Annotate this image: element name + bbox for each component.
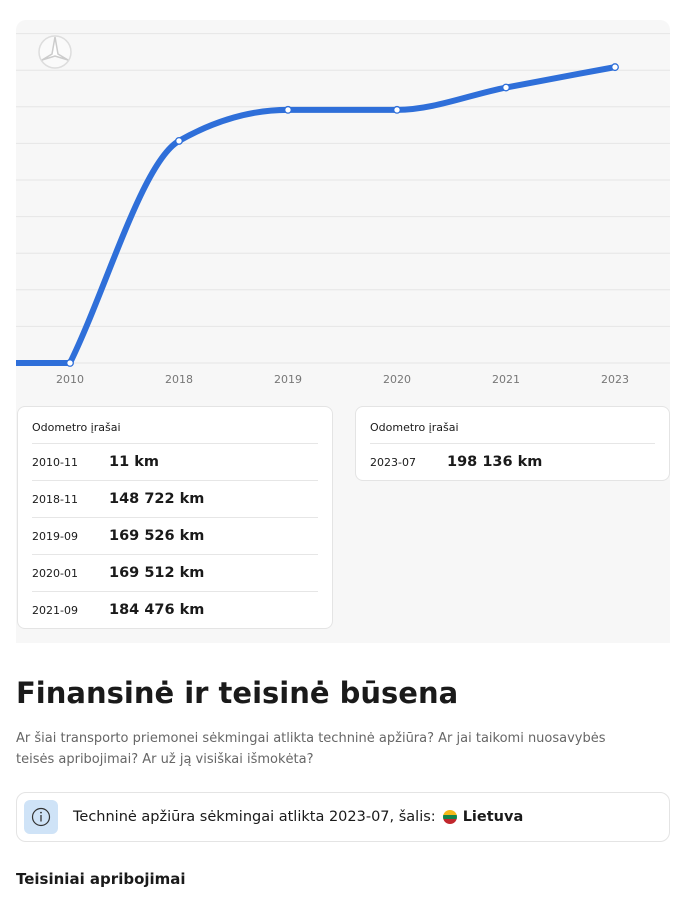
odometer-row: 2023-07 198 136 km <box>370 444 655 480</box>
inspection-box: Techninė apžiūra sėkmingai atlikta 2023-… <box>16 792 670 842</box>
record-date: 2019-09 <box>32 529 78 543</box>
flag-icon <box>442 810 457 824</box>
record-reading: 148 722 km <box>109 491 205 507</box>
record-date: 2021-09 <box>32 603 78 617</box>
x-tick-label: 2021 <box>492 373 520 386</box>
data-point <box>393 105 401 114</box>
data-point <box>611 63 619 72</box>
card-title: Odometro įrašai <box>32 407 318 444</box>
record-date: 2010-11 <box>32 455 78 469</box>
record-reading: 169 512 km <box>109 565 205 581</box>
odometer-row: 2020-01 169 512 km <box>32 555 318 592</box>
x-tick-label: 2020 <box>383 373 411 386</box>
odometer-line <box>67 64 618 366</box>
record-date: 2020-01 <box>32 566 78 580</box>
chart: 2010 2018 2019 2020 2021 2023 <box>16 33 670 386</box>
logo <box>38 35 72 69</box>
data-point <box>502 83 510 92</box>
inspection-text: Techninė apžiūra sėkmingai atlikta 2023-… <box>73 809 436 825</box>
record-reading: 184 476 km <box>109 602 205 618</box>
odometer-row: 2019-09 169 526 km <box>32 518 318 555</box>
x-tick-label: 2023 <box>601 373 629 386</box>
odometer-row: 2021-09 184 476 km <box>32 592 318 628</box>
record-reading: 11 km <box>109 454 159 470</box>
subheading: Teisiniai apribojimai <box>16 870 186 888</box>
x-tick-label: 2019 <box>274 373 302 386</box>
odometer-row: 2018-11 148 722 km <box>32 481 318 518</box>
record-reading: 169 526 km <box>109 528 205 544</box>
record-date: 2018-11 <box>32 492 78 506</box>
odometer-card: Odometro įrašai 2010-11 11 km 2018-11 148 72… <box>17 406 333 629</box>
odometer-panel: 2010 2018 2019 2020 2021 2023 Odometro įrašai… <box>16 20 670 643</box>
data-point <box>66 359 74 367</box>
card-title: Odometro įrašai <box>370 407 655 444</box>
x-tick-label: 2010 <box>56 373 84 386</box>
data-point <box>175 136 183 145</box>
x-tick-label: 2018 <box>165 373 193 386</box>
odometer-row: 2010-11 11 km <box>32 444 318 481</box>
section-title: Finansinė ir teisinė būsena <box>16 676 459 710</box>
record-reading: 198 136 km <box>447 454 543 470</box>
odometer-card: Odometro įrašai 2023-07 198 136 km <box>355 406 670 481</box>
section-description: Ar šiai transporto priemonei sėkmingai a… <box>16 731 606 767</box>
record-date: 2023-07 <box>370 455 416 469</box>
info-icon <box>24 800 58 834</box>
data-point <box>284 105 292 114</box>
inspection-country: Lietuva <box>462 809 524 825</box>
